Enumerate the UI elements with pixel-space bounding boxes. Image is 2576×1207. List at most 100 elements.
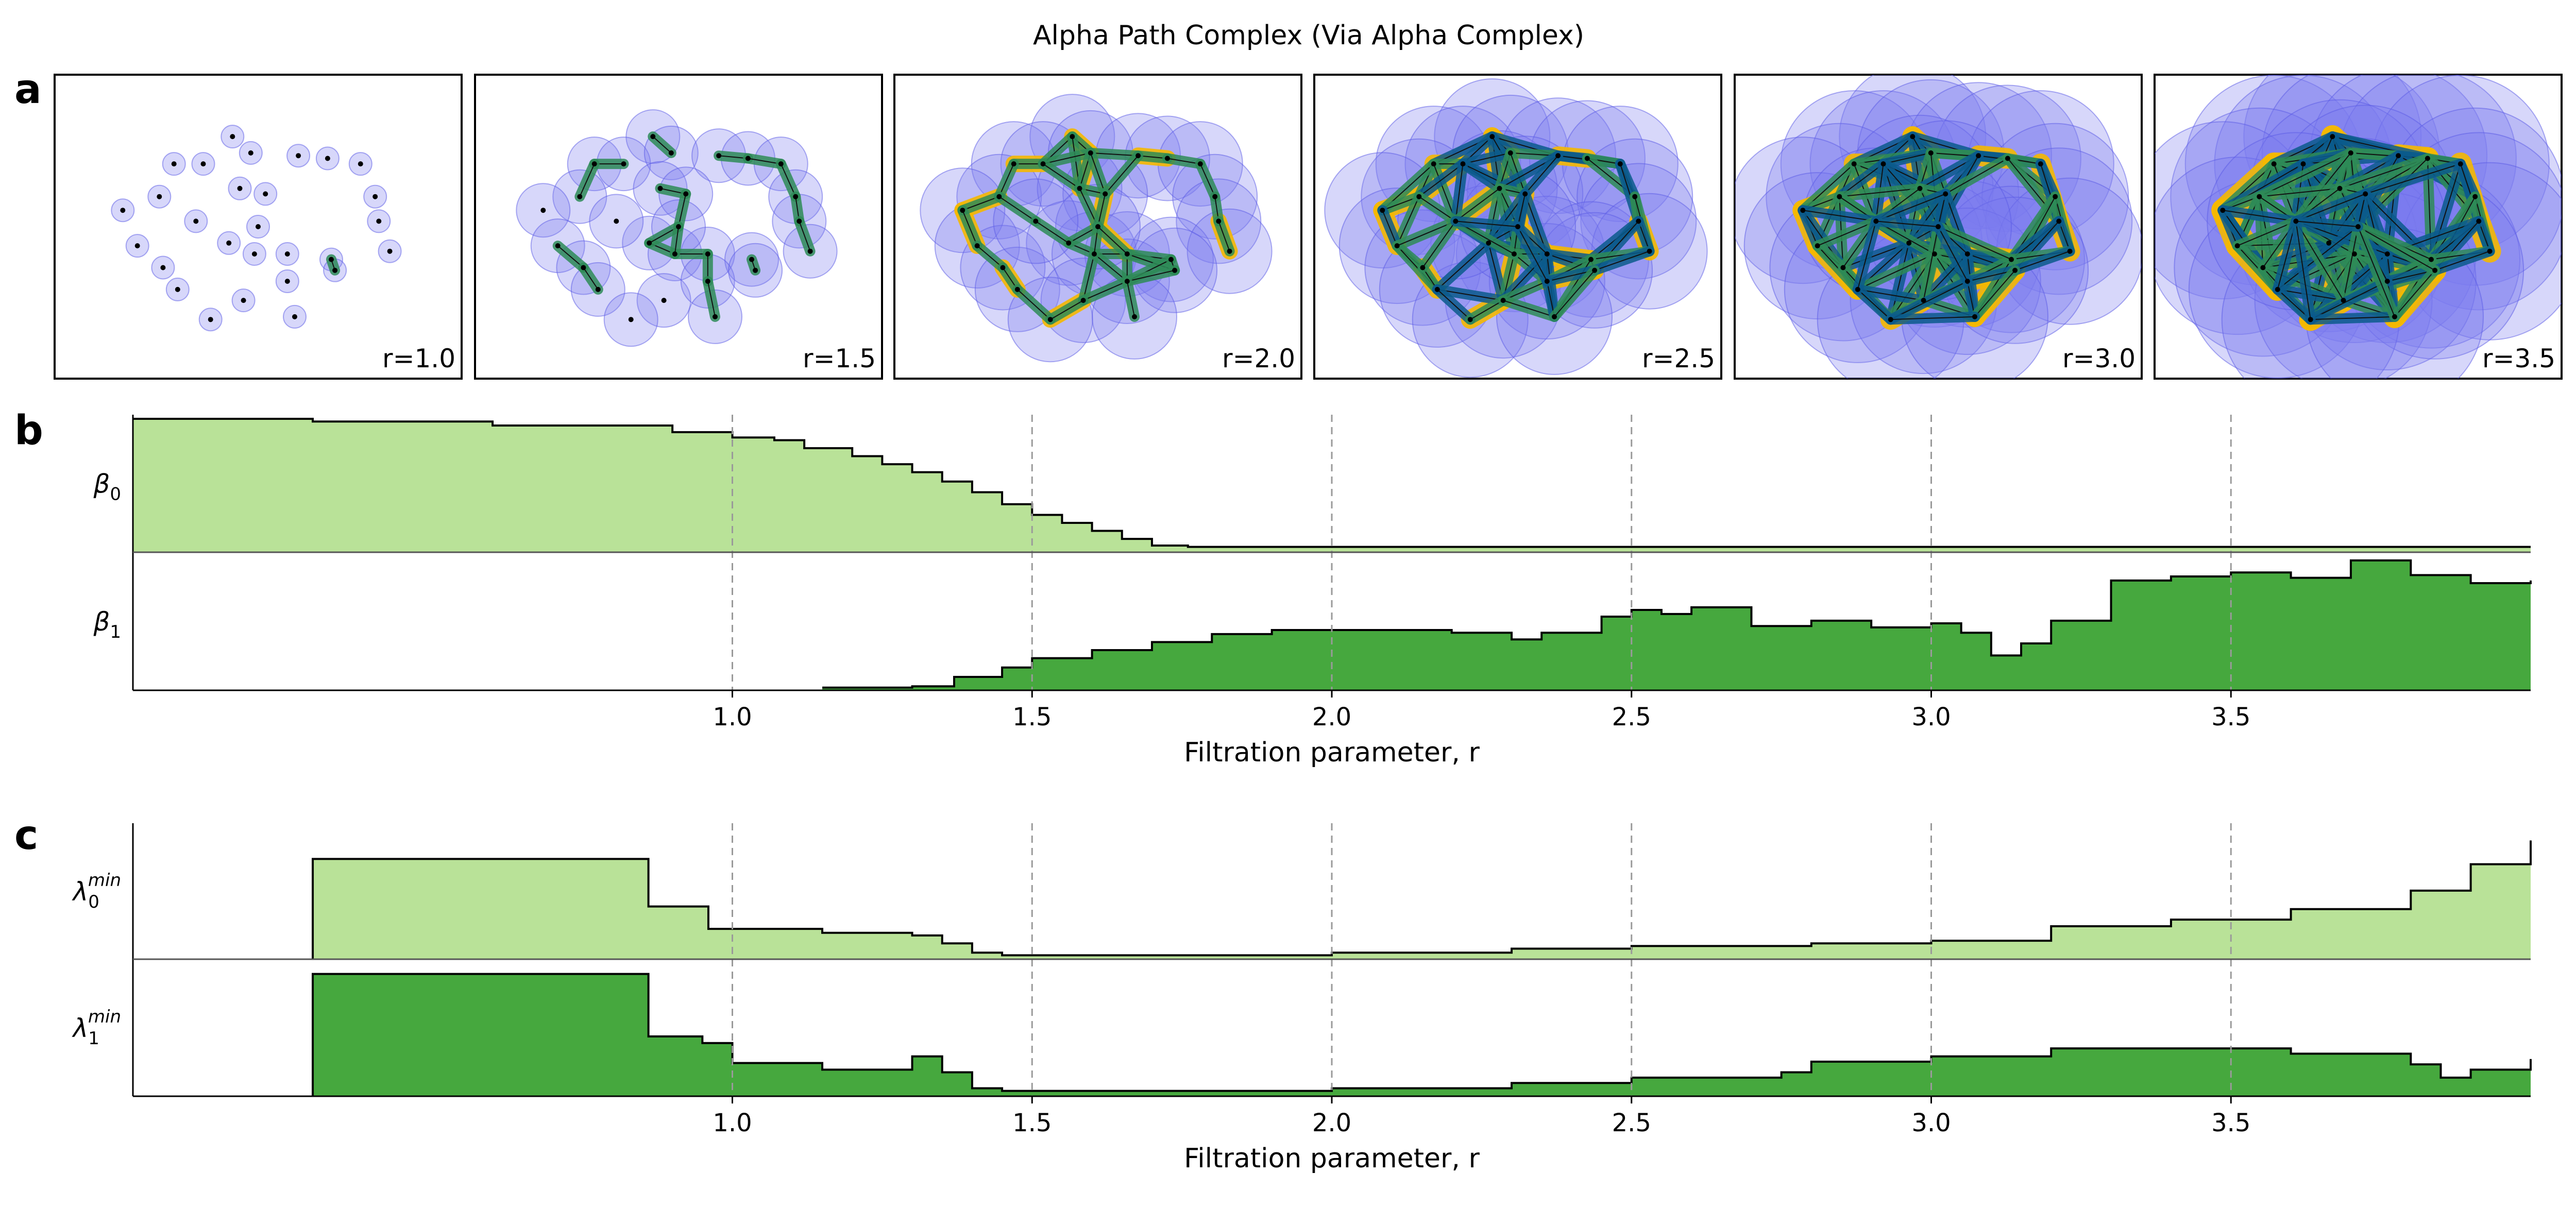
vertex-point [1103,191,1108,197]
vertex-point [1972,314,1977,319]
vertex-point [1873,218,1879,224]
edge-line [2295,220,2344,301]
vertex-point [1497,185,1502,191]
vertex-point [2220,208,2226,213]
vertex-point [2476,218,2482,224]
vertex-point [175,286,180,292]
vertex-point [1227,248,1232,254]
series-area-0 [313,840,2531,959]
series-label: β0 [93,469,121,505]
vertex-point [387,248,393,254]
vertex-point [705,251,710,257]
vertex-point [1040,161,1046,167]
vertex-point [1840,265,1846,270]
vertex-point [1197,161,1203,167]
x-tick-label: 1.5 [1012,1109,1052,1137]
panel-a-snapshots: r=1.0 r=1.5 r=2.0 r=2.5 r=3.0 r=3.5 [54,74,2563,380]
edge-line [1857,221,1877,290]
edge-line [1876,220,1939,227]
vertex-point [292,314,297,319]
vertex-point [1168,257,1174,262]
vertex-point [2487,248,2493,254]
vertex-point [1136,153,1141,159]
vertex-point [325,156,330,161]
vertex-point [581,265,586,270]
panel-letter-c: c [14,812,38,859]
edge-line [1422,220,1456,268]
edge-line [1974,270,2015,317]
edge-line [2259,188,2340,197]
vertex-point [2432,267,2438,273]
vertex-point [160,265,166,270]
edge-line [1397,220,1456,247]
vertex-point [2330,134,2335,140]
vertex-point [134,243,140,249]
x-tick-label: 2.0 [1312,1109,1351,1137]
vertex-point [661,298,667,303]
series-area-1 [313,974,2531,1096]
vertex-point [1460,161,1466,167]
vertex-point [1515,224,1520,229]
vertex-point [796,218,802,224]
edge-line [1082,253,1095,301]
vertex-point [713,314,718,319]
edge-line [1470,300,1504,320]
vertex-point [749,257,754,262]
vertex-point [171,161,177,167]
vertex-point [960,208,965,213]
edge-line [1875,193,1946,222]
vertex-point [1815,243,1820,249]
vertex-point [1943,191,1948,197]
edge-line [1396,196,1420,246]
vertex-point [1936,224,1941,229]
edge-line [1517,226,1548,282]
vertex-point [1588,257,1594,262]
vertex-point [2300,161,2306,167]
edge-line [2296,220,2359,227]
vertex-point [793,194,799,199]
series-label: β1 [93,607,121,642]
edge-line [1094,253,1128,282]
vertex-point [2257,194,2262,199]
edge-line [678,194,687,227]
series-outline-0 [133,418,2531,548]
edge-line [1418,196,1456,222]
vertex-point [1095,224,1100,229]
vertex-point [1544,279,1550,284]
vertex-point [1486,240,1492,246]
vertex-point [1851,161,1857,167]
vertex-point [621,161,626,167]
series-label: λ1min [72,1007,121,1049]
edge-line [1857,288,1924,301]
vertex-point [1552,314,1557,319]
vertex-point [2005,156,2010,161]
edge-line [1857,289,1891,320]
vertex-point [1212,194,1218,199]
vertex-point [2067,248,2073,254]
edge-line [1126,281,1135,317]
vertex-point [1080,298,1086,303]
snapshot-panel: r=1.0 [54,74,463,380]
vertex-point [2384,251,2390,257]
vertex-point [1066,240,1072,246]
vertex-point [555,243,561,249]
edge-line [2310,316,2395,320]
edge-line [998,196,1036,222]
vertex-point [208,317,213,322]
vertex-point [120,208,126,213]
snapshot-radius-label: r=2.5 [1642,344,1715,373]
vertex-point [540,208,546,213]
edge-line [1097,226,1128,254]
edge-line [962,210,978,246]
edge-line [748,158,781,165]
vertex-point [1124,251,1130,257]
vertex-point [2341,298,2346,303]
edge-line [1083,281,1128,301]
vertex-point [778,161,784,167]
vertex-point [974,243,980,249]
vertex-point [2337,185,2343,191]
vertex-point [1088,150,1093,156]
vertex-point [745,156,751,161]
edge-line [1524,155,1558,195]
vertex-point [1931,251,1937,257]
